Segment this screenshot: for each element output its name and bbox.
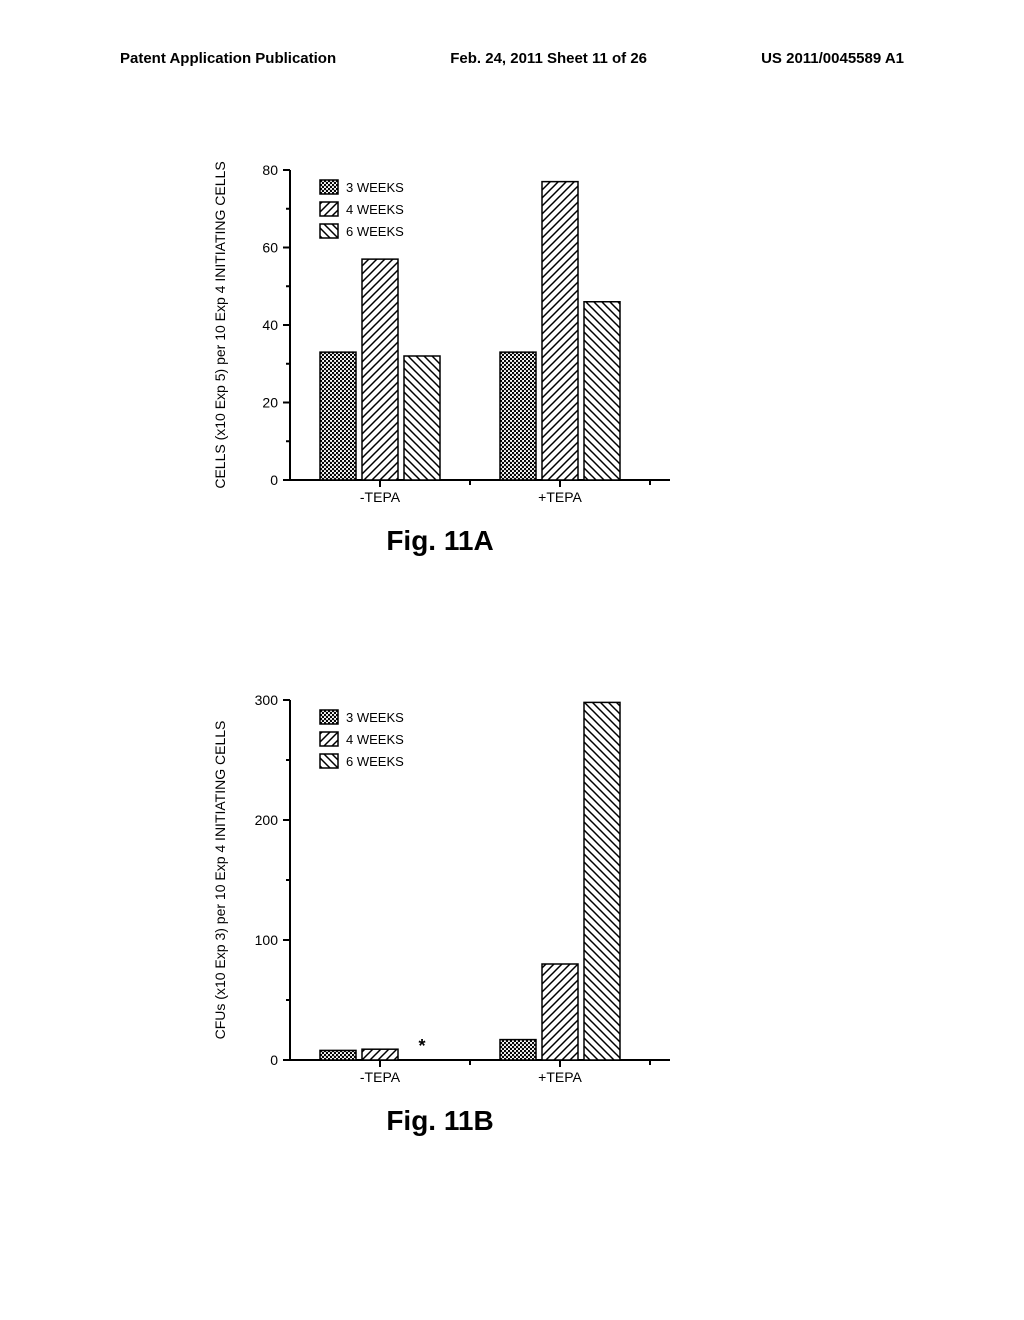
svg-text:6 WEEKS: 6 WEEKS bbox=[346, 754, 404, 769]
svg-text:4 WEEKS: 4 WEEKS bbox=[346, 732, 404, 747]
svg-text:40: 40 bbox=[262, 317, 278, 333]
svg-text:200: 200 bbox=[255, 812, 279, 828]
svg-text:-TEPA: -TEPA bbox=[360, 1069, 401, 1085]
svg-text:+TEPA: +TEPA bbox=[538, 489, 582, 505]
svg-text:3 WEEKS: 3 WEEKS bbox=[346, 180, 404, 195]
svg-text:CFUs (x10 Exp 3) per 10 Exp 4: CFUs (x10 Exp 3) per 10 Exp 4 INITIATING… bbox=[212, 721, 228, 1040]
chart-11a-container: 0 20 40 60 80 CELLS (x10 Exp 5) per 10 Exp 4 … bbox=[200, 140, 680, 557]
figure-label-11a: Fig. 11A bbox=[200, 525, 680, 557]
header-left: Patent Application Publication bbox=[120, 50, 336, 67]
svg-text:80: 80 bbox=[262, 162, 278, 178]
page-header: Patent Application Publication Feb. 24, … bbox=[0, 50, 1024, 67]
svg-text:-TEPA: -TEPA bbox=[360, 489, 401, 505]
chart-11a: 0 20 40 60 80 CELLS (x10 Exp 5) per 10 Exp 4 … bbox=[200, 140, 680, 520]
svg-text:6 WEEKS: 6 WEEKS bbox=[346, 224, 404, 239]
header-right: US 2011/0045589 A1 bbox=[761, 50, 904, 67]
svg-text:20: 20 bbox=[262, 395, 278, 411]
svg-text:100: 100 bbox=[255, 932, 279, 948]
svg-text:*: * bbox=[418, 1036, 425, 1056]
svg-text:0: 0 bbox=[270, 472, 278, 488]
chart-11b: 0 100 200 300 CFUs (x10 Exp 3) per 10 Exp 4 … bbox=[200, 670, 680, 1100]
svg-text:+TEPA: +TEPA bbox=[538, 1069, 582, 1085]
svg-text:60: 60 bbox=[262, 240, 278, 256]
header-center: Feb. 24, 2011 Sheet 11 of 26 bbox=[450, 50, 647, 67]
svg-text:300: 300 bbox=[255, 692, 279, 708]
svg-text:CELLS (x10 Exp 5) per 10 Exp 4: CELLS (x10 Exp 5) per 10 Exp 4 INITIATIN… bbox=[212, 161, 228, 488]
figure-label-11b: Fig. 11B bbox=[200, 1105, 680, 1137]
svg-text:3 WEEKS: 3 WEEKS bbox=[346, 710, 404, 725]
chart-11b-container: 0 100 200 300 CFUs (x10 Exp 3) per 10 Exp 4 … bbox=[200, 670, 680, 1137]
svg-text:0: 0 bbox=[270, 1052, 278, 1068]
svg-text:4 WEEKS: 4 WEEKS bbox=[346, 202, 404, 217]
